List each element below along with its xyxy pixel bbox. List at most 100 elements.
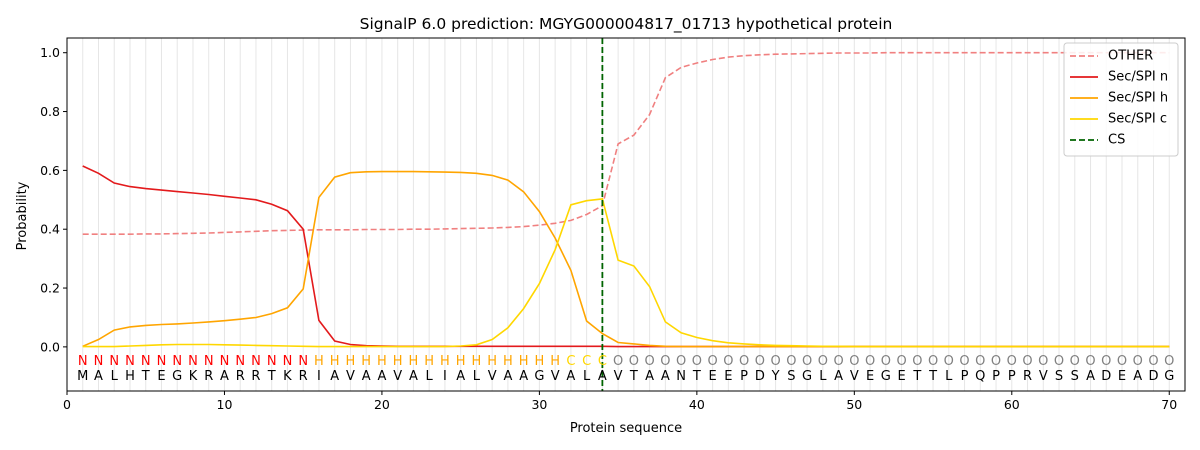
residue-letter: S [1071, 369, 1079, 384]
region-label: N [283, 354, 293, 369]
region-label: N [204, 354, 214, 369]
legend-label: Sec/SPI h [1108, 91, 1168, 106]
residue-letter: T [692, 369, 701, 384]
y-tick-label: 0.8 [40, 104, 60, 119]
chart-title: SignalP 6.0 prediction: MGYG000004817_01… [360, 15, 893, 34]
y-tick-label: 0.2 [40, 281, 60, 296]
residue-letter: V [614, 369, 623, 384]
residue-letter: G [802, 369, 812, 384]
region-label: N [172, 354, 182, 369]
residue-letter: Y [771, 369, 780, 384]
residue-letter: G [172, 369, 182, 384]
region-label: N [298, 354, 308, 369]
residue-letter: T [267, 369, 276, 384]
residue-letter: A [1133, 369, 1142, 384]
residue-letter: D [1148, 369, 1158, 384]
residue-letter: S [1055, 369, 1063, 384]
x-tick-label: 50 [846, 397, 862, 412]
region-label: O [865, 354, 875, 369]
residue-letter: K [283, 369, 292, 384]
legend-box [1063, 42, 1179, 157]
region-label: H [330, 354, 340, 369]
region-label: C [582, 354, 591, 369]
region-label: N [251, 354, 261, 369]
region-label: O [660, 354, 670, 369]
region-label: O [645, 354, 655, 369]
residue-letter: A [503, 369, 512, 384]
axes-frame [66, 37, 1186, 392]
region-label: C [598, 354, 607, 369]
region-label: H [487, 354, 497, 369]
region-label: O [1054, 354, 1064, 369]
region-label: H [377, 354, 387, 369]
residue-letter: L [111, 369, 119, 384]
region-label: N [94, 354, 104, 369]
legend-label: Sec/SPI n [1108, 70, 1168, 85]
region-label: H [409, 354, 419, 369]
plot-area: NMNANLNHNTNENGNKNRNANRNRNTNKNRHIHAHVHAHA… [40, 37, 1186, 412]
legend-label: CS [1108, 133, 1125, 148]
region-label: O [739, 354, 749, 369]
region-label: O [928, 354, 938, 369]
region-label: N [157, 354, 167, 369]
region-label: O [1164, 354, 1174, 369]
region-label: N [78, 354, 88, 369]
residue-letter: P [1008, 369, 1016, 384]
region-label: H [472, 354, 482, 369]
region-label: N [235, 354, 245, 369]
y-tick-label: 0.0 [40, 339, 60, 354]
region-label: O [786, 354, 796, 369]
region-label: O [1022, 354, 1032, 369]
residue-letter: S [787, 369, 795, 384]
residue-letter: A [220, 369, 229, 384]
residue-letter: R [251, 369, 260, 384]
residue-letter: R [236, 369, 245, 384]
residue-letter: A [645, 369, 654, 384]
region-label: H [503, 354, 513, 369]
residue-letter: Q [975, 369, 985, 384]
region-label: O [818, 354, 828, 369]
residue-letter: M [77, 369, 88, 384]
region-label: O [1070, 354, 1080, 369]
residue-letter: A [456, 369, 465, 384]
residue-letter: P [992, 369, 1000, 384]
residue-letter: V [850, 369, 859, 384]
residue-letter: V [346, 369, 355, 384]
residue-letter: G [1164, 369, 1174, 384]
region-label: O [881, 354, 891, 369]
region-label: O [896, 354, 906, 369]
residue-letter: A [566, 369, 575, 384]
residue-letter: T [928, 369, 937, 384]
region-label: N [109, 354, 119, 369]
residue-letter: P [740, 369, 748, 384]
legend-label: Sec/SPI c [1108, 112, 1167, 127]
region-label: O [1007, 354, 1017, 369]
region-label: O [1117, 354, 1127, 369]
region-label: O [676, 354, 686, 369]
series-line-sec-spi-n [82, 165, 1170, 348]
residue-letter: I [317, 369, 321, 384]
residue-letter: A [377, 369, 386, 384]
residue-letter: T [629, 369, 638, 384]
x-tick-label: 30 [531, 397, 547, 412]
region-label: H [393, 354, 403, 369]
legend-label: OTHER [1108, 49, 1153, 64]
region-label: O [723, 354, 733, 369]
residue-letter: E [866, 369, 874, 384]
residue-letter: T [912, 369, 921, 384]
residue-letter: E [157, 369, 165, 384]
residue-letter: E [724, 369, 732, 384]
region-label: H [314, 354, 324, 369]
residue-letter: A [661, 369, 670, 384]
region-label: N [125, 354, 135, 369]
legend: OTHER Sec/SPI n Sec/SPI h Sec/SPI c CS [1063, 42, 1179, 157]
residue-letter: A [1086, 369, 1095, 384]
region-label: H [346, 354, 356, 369]
region-label: N [267, 354, 277, 369]
residue-letter: E [708, 369, 716, 384]
region-label: N [141, 354, 151, 369]
residue-letter: L [819, 369, 827, 384]
x-tick-label: 0 [63, 397, 71, 412]
y-tick-label: 0.6 [40, 163, 60, 178]
